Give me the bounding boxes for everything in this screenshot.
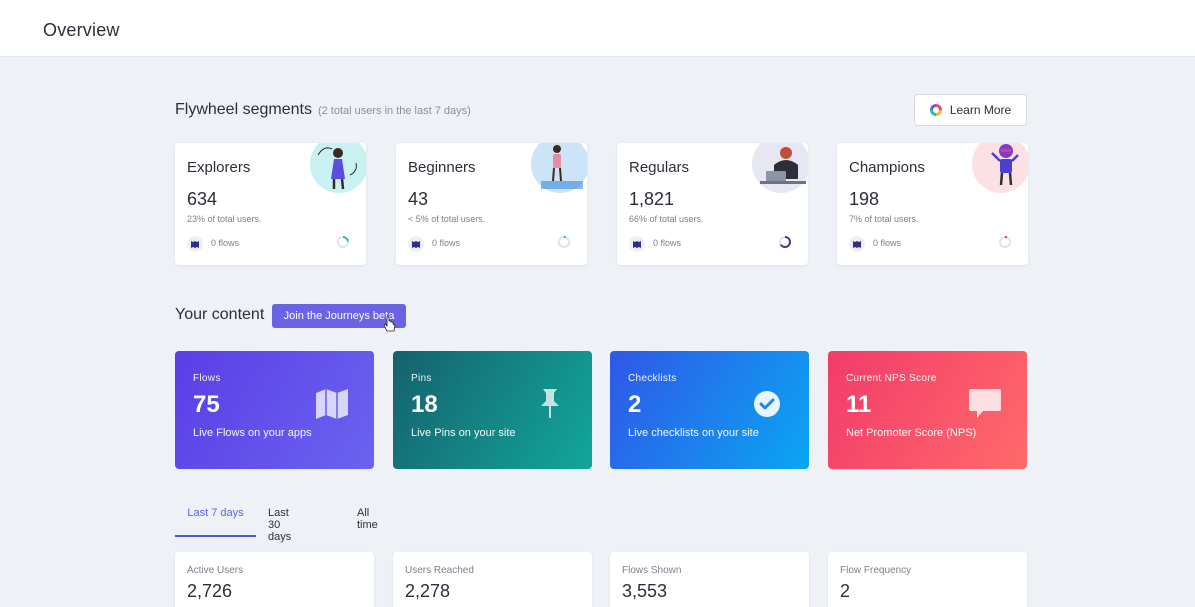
segment-flows: 0 flows	[211, 238, 240, 248]
content-card-value: 2	[628, 391, 642, 418]
content-card-label: Current NPS Score	[846, 373, 937, 384]
content-card-nps[interactable]: Current NPS Score 11 Net Promoter Score …	[828, 351, 1027, 469]
metric-card-active-users: Active Users 2,726	[175, 552, 374, 607]
metric-label: Flow Frequency	[840, 565, 912, 576]
tab-last-7-days[interactable]: Last 7 days	[175, 500, 256, 537]
flows-map-icon	[187, 236, 203, 252]
segment-name: Beginners	[408, 159, 476, 176]
segment-count: 1,821	[629, 189, 675, 209]
metric-card-flow-frequency: Flow Frequency 2	[828, 552, 1027, 607]
content-card-label: Flows	[193, 373, 221, 384]
metric-label: Users Reached	[405, 565, 474, 576]
content-card-flows[interactable]: Flows 75 Live Flows on your apps	[175, 351, 374, 469]
beginner-illustration-icon	[531, 143, 587, 193]
top-bar: Overview	[0, 0, 1195, 57]
check-circle-icon	[754, 391, 780, 417]
learn-more-button[interactable]: Learn More	[914, 94, 1027, 126]
content-card-value: 18	[411, 391, 438, 418]
content-title: Your content	[175, 306, 265, 323]
metric-value: 3,553	[622, 581, 668, 601]
segment-donut-icon	[558, 236, 570, 248]
tab-last-30-days[interactable]: Last 30 days	[268, 507, 292, 543]
content-card-pins[interactable]: Pins 18 Live Pins on your site	[393, 351, 592, 469]
learn-more-label: Learn More	[949, 103, 1012, 117]
flows-map-icon	[629, 236, 645, 252]
segment-count: 198	[849, 189, 880, 209]
segment-count: 634	[187, 189, 218, 209]
segment-percent: 23% of total users.	[187, 214, 262, 224]
segments-heading: Flywheel segments (2 total users in the l…	[175, 101, 471, 119]
metric-card-users-reached: Users Reached 2,278	[393, 552, 592, 607]
speech-bubble-icon	[969, 389, 1001, 418]
segment-donut-icon	[999, 236, 1011, 248]
flows-map-icon	[408, 236, 424, 252]
segment-card-champions[interactable]: Champions 198 7% of total users. 0 flows	[837, 143, 1028, 265]
segment-donut-icon	[337, 236, 349, 248]
metric-value: 2,726	[187, 581, 233, 601]
content-card-description: Live Pins on your site	[411, 427, 516, 439]
segment-percent: < 5% of total users.	[408, 214, 486, 224]
segment-card-regulars[interactable]: Regulars 1,821 66% of total users. 0 flo…	[617, 143, 808, 265]
pointer-cursor-icon	[384, 316, 396, 332]
metric-value: 2	[840, 581, 851, 601]
segment-name: Explorers	[187, 159, 251, 176]
metric-label: Active Users	[187, 565, 244, 576]
segment-flows: 0 flows	[653, 238, 682, 248]
flows-map-icon	[849, 236, 865, 252]
segment-name: Regulars	[629, 159, 690, 176]
segment-card-beginners[interactable]: Beginners 43 < 5% of total users. 0 flow…	[396, 143, 587, 265]
join-journeys-beta-button[interactable]: Join the Journeys beta	[272, 304, 406, 328]
segments-title: Flywheel segments	[175, 101, 312, 118]
segment-count: 43	[408, 189, 429, 209]
content-card-label: Pins	[411, 373, 432, 384]
metric-label: Flows Shown	[622, 565, 682, 576]
content-card-label: Checklists	[628, 373, 677, 384]
tab-all-time[interactable]: All time	[357, 507, 378, 531]
content-card-checklists[interactable]: Checklists 2 Live checklists on your sit…	[610, 351, 809, 469]
metric-card-flows-shown: Flows Shown 3,553	[610, 552, 809, 607]
page-title: Overview	[43, 20, 120, 40]
map-icon	[316, 389, 348, 419]
segment-percent: 7% of total users.	[849, 214, 919, 224]
segment-flows: 0 flows	[432, 238, 461, 248]
segment-flows: 0 flows	[873, 238, 902, 248]
metric-value: 2,278	[405, 581, 451, 601]
content-card-value: 75	[193, 391, 220, 418]
explorer-illustration-icon	[310, 143, 366, 193]
segment-donut-icon	[779, 236, 791, 248]
segments-subtitle: (2 total users in the last 7 days)	[317, 105, 471, 117]
content-card-description: Live Flows on your apps	[193, 427, 312, 439]
logo-ring-icon	[929, 104, 942, 116]
pin-icon	[541, 389, 559, 418]
champion-illustration-icon	[972, 143, 1028, 193]
content-card-value: 11	[846, 391, 872, 418]
content-card-description: Live checklists on your site	[628, 427, 759, 439]
segment-name: Champions	[849, 159, 925, 176]
segment-percent: 66% of total users.	[629, 214, 704, 224]
regular-illustration-icon	[752, 143, 808, 193]
content-card-description: Net Promoter Score (NPS)	[846, 427, 977, 439]
segment-card-explorers[interactable]: Explorers 634 23% of total users. 0 flow…	[175, 143, 366, 265]
